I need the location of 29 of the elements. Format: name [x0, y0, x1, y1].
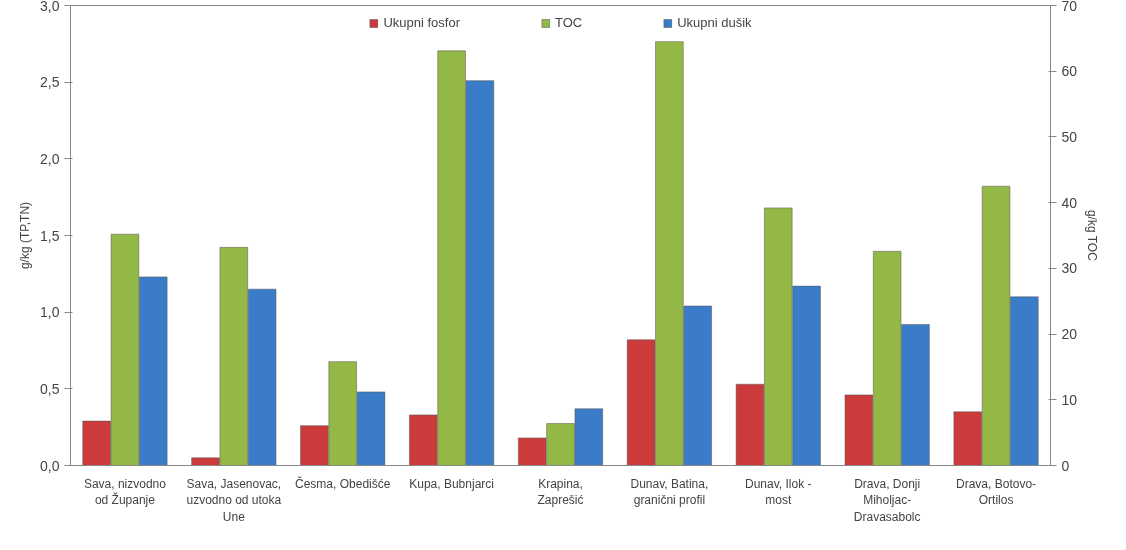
y-tick-label: 3,0	[40, 0, 60, 14]
legend-label: Ukupni dušik	[677, 15, 752, 30]
y2-tick-label: 10	[1061, 391, 1078, 408]
y2-tick-label: 20	[1061, 326, 1078, 343]
y2-axis-title: g/kg TOC	[1085, 209, 1100, 262]
y2-tick-label: 0	[1061, 457, 1070, 474]
y2-tick-label: 70	[1061, 0, 1078, 14]
x-tick-label: Krapina, Zaprešić	[537, 476, 584, 508]
x-tick-label: Sava, nizvodno od Županje	[83, 476, 167, 508]
x-tick-label: Dunav, Ilok - most	[745, 476, 812, 508]
x-tick-label: Dunav, Batina, granični profil	[630, 476, 709, 508]
y-tick-label: 2,5	[40, 74, 60, 91]
y-tick-label: 0,0	[40, 457, 60, 474]
legend-label: Ukupni fosfor	[383, 15, 460, 30]
legend-label: TOC	[554, 15, 583, 30]
x-tick-label: Česma, Obedišće	[295, 475, 391, 491]
y-tick-label: 1,0	[40, 304, 60, 321]
y-tick-label: 1,5	[40, 227, 60, 244]
x-tick-label: Kupa, Bubnjarci	[409, 476, 494, 491]
y2-tick-label: 50	[1061, 128, 1078, 145]
y-tick-label: 0,5	[40, 380, 60, 397]
y2-tick-label: 60	[1061, 63, 1078, 80]
y-axis-title: g/kg (TP,TN)	[18, 201, 33, 270]
y2-tick-label: 40	[1061, 194, 1078, 211]
x-tick-label: Drava, Donji Miholjac-Dravasabolc	[853, 476, 921, 525]
x-tick-label: Sava, Jasenovac, uzvodno od utoka Une	[186, 476, 282, 525]
y-tick-label: 2,0	[40, 150, 60, 167]
y2-tick-label: 30	[1061, 260, 1078, 277]
x-tick-label: Drava, Botovo-Ortilos	[956, 476, 1037, 508]
